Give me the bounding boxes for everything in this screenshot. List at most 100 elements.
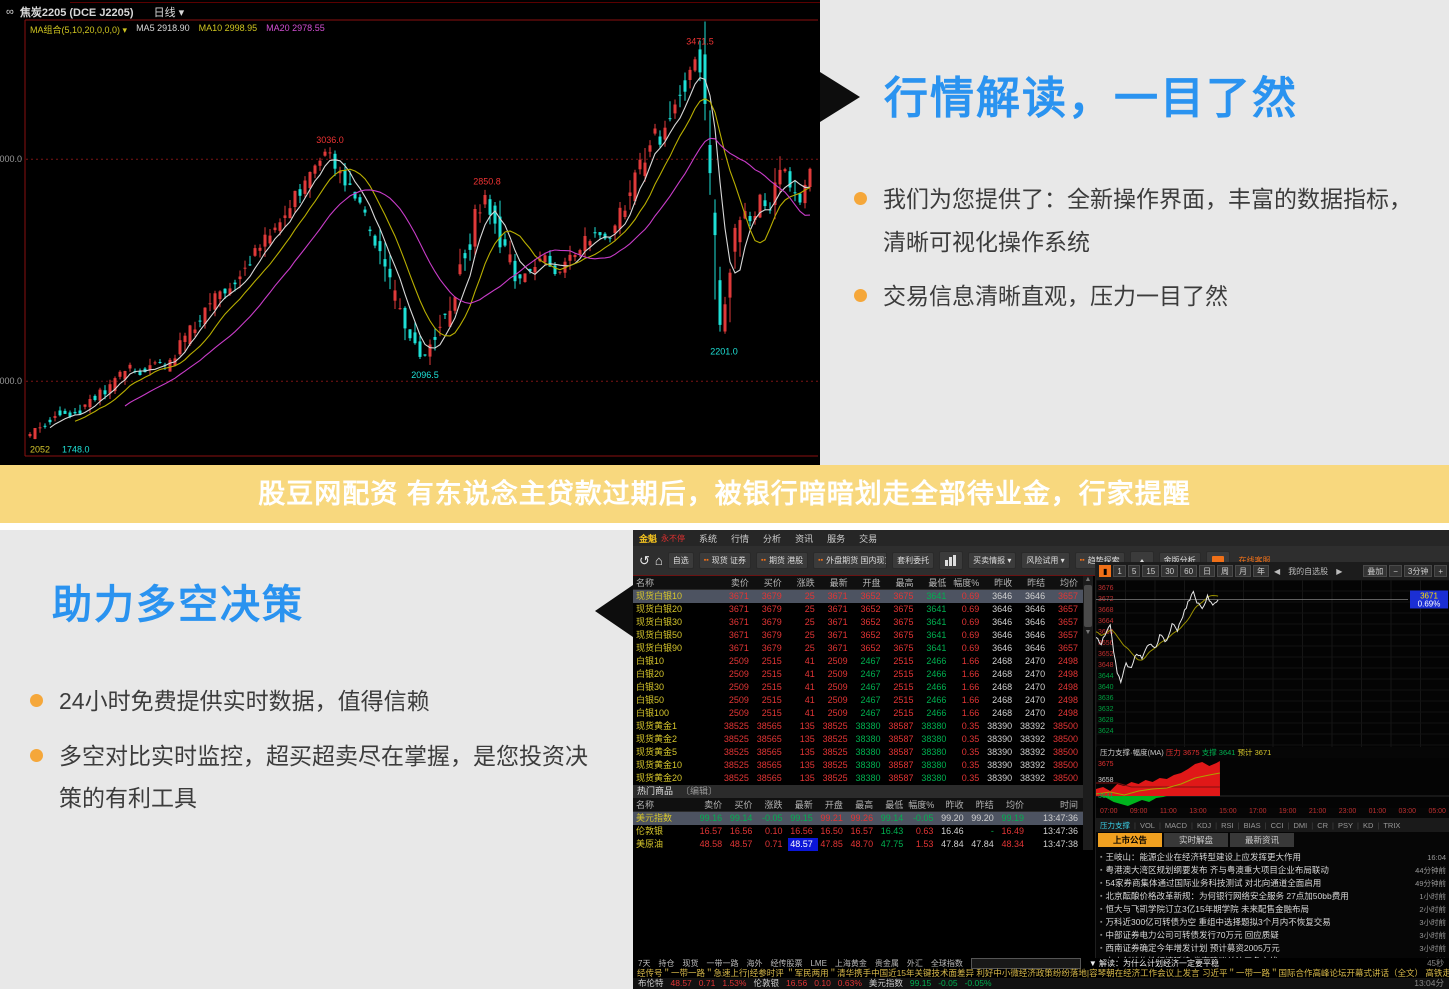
toolbar-button[interactable]: 自选 [667,552,694,569]
menu-item-资讯[interactable]: 资讯 [795,533,814,544]
zoom-in-button[interactable]: + [1434,565,1447,577]
news-item[interactable]: ▪ 北京酝酿价格改革新规：为何银行网络安全服务 27点加50bb费用 1小时前 [1096,890,1449,903]
indicator-tab-PSY[interactable]: PSY [1337,820,1353,830]
news-item[interactable]: ▪ 54家券商集体通过国际业务科技测试 对北向通道全面启用 49分钟前 [1096,877,1449,890]
column-header[interactable]: 均价 [1005,800,1024,810]
market-tab-现货[interactable]: 现货 [682,958,699,968]
menu-item-分析[interactable]: 分析 [763,533,782,544]
market-tab-外汇[interactable]: 外汇 [906,958,923,968]
column-header[interactable]: 涨跌 [796,578,815,588]
indicator-tab-KDJ[interactable]: KDJ [1196,820,1212,830]
column-header[interactable]: 买价 [734,800,753,810]
quote-row[interactable]: 现货白银50 3671 3679 25 3671 3652 3675 3641 0.69 3646… [633,629,1083,642]
market-tab-上海黄金[interactable]: 上海黄金 [834,958,867,968]
indicator-tab-压力支撑[interactable]: 压力支撑 [1100,820,1130,830]
zoom-out-button[interactable]: − [1389,565,1402,577]
period-button-周[interactable]: 周 [1217,565,1234,577]
column-header[interactable]: 幅度% [953,578,980,588]
quote-row[interactable]: 现货白银20 3671 3679 25 3671 3652 3675 3641 0.69 3646… [633,603,1083,616]
chart-icon[interactable] [939,551,964,570]
scroll-down-icon[interactable]: ▼ [1084,629,1092,636]
period-button-30[interactable]: 30 [1161,565,1179,577]
period-button-5[interactable]: 5 [1127,565,1141,577]
period-button-60[interactable]: 60 [1180,565,1198,577]
market-tab-一带一路[interactable]: 一带一路 [706,958,739,968]
column-header[interactable]: 卖价 [730,578,749,588]
menu-item-系统[interactable]: 系统 [699,533,718,544]
quote-row[interactable]: 白银30 2509 2515 41 2509 2467 2515 2466 1.66 2468 24… [633,681,1083,694]
home-icon[interactable]: ⌂ [654,553,663,568]
period-button-15[interactable]: 15 [1142,565,1160,577]
column-header[interactable]: 最低 [928,578,947,588]
quote-row[interactable]: 现货黄金1 38525 38565 135 38525 38380 38587 38380 0.… [633,720,1083,733]
column-header[interactable]: 幅度% [908,800,935,810]
news-item[interactable]: ▪中小创结构性行情延续 券商建议关注三条主线3小时前 [1096,955,1449,958]
indicator-tab-DMI[interactable]: DMI [1293,820,1308,830]
news-tab-上市公告[interactable]: 上市公告 [1098,833,1162,847]
column-header[interactable]: 昨结 [1027,578,1046,588]
market-tab-7天[interactable]: 7天 [638,958,651,968]
toolbar-button[interactable]: 在线客服 [1235,553,1275,568]
indicator-tab-RSI[interactable]: RSI [1221,820,1234,830]
period-button-年[interactable]: 年 [1253,565,1270,577]
market-tab-全球指数[interactable]: 全球指数 [930,958,963,968]
column-header[interactable]: 最高 [895,578,914,588]
news-tab-最新资讯[interactable]: 最新资讯 [1230,833,1294,847]
quote-row[interactable]: 现货黄金10 38525 38565 135 38525 38380 38587 38380 0… [633,759,1083,772]
news-item[interactable]: ▪ 王岐山：能源企业在经济转型建设上应发挥更大作用 16:04 [1096,851,1449,864]
column-header[interactable]: 最新 [829,578,848,588]
column-header[interactable]: 最高 [855,800,874,810]
column-header[interactable]: 卖价 [704,800,723,810]
column-header[interactable]: 昨收 [945,800,964,810]
quote-row[interactable]: 白银10 2509 2515 41 2509 2467 2515 2466 1.66 2468 24… [633,655,1083,668]
indicator-tab-MACD[interactable]: MACD [1164,820,1188,830]
back-icon[interactable]: ↺ [639,553,650,568]
menu-item-服务[interactable]: 服务 [827,533,846,544]
column-header[interactable]: 昨收 [994,578,1013,588]
hot-quote-row[interactable]: 伦敦银 16.57 16.56 0.10 16.56 16.50 16.57 16.43 0.6… [633,825,1083,838]
prev-icon[interactable]: ◀ [1274,566,1281,576]
column-header[interactable]: 名称 [636,800,655,810]
watchlist-selector[interactable]: 我的自选股 [1288,566,1329,576]
column-header[interactable]: 开盘 [862,578,881,588]
hot-quote-row[interactable]: 美元指数 99.16 99.14 -0.05 99.15 99.21 99.26 99.14-… [633,812,1083,825]
column-header[interactable]: 时间 [1059,800,1078,810]
scrollbar-thumb[interactable] [1084,585,1092,627]
table-scrollbar[interactable]: ▲ ▼ [1083,576,1093,850]
quote-row[interactable]: 白银50 2509 2515 41 2509 2467 2515 2466 1.66 2468 24… [633,694,1083,707]
news-item[interactable]: ▪ 恒大与飞凯学院订立3亿15年期学院 未来配售金融布局 2小时前 [1096,903,1449,916]
period-button-月[interactable]: 月 [1235,565,1252,577]
news-item[interactable]: ▪ 粤港澳大湾区规划纲要发布 齐与粤澳重大项目企业布局联动 44分钟前 [1096,864,1449,877]
column-header[interactable]: 涨跌 [764,800,783,810]
menu-item-行情[interactable]: 行情 [731,533,750,544]
ma-group-label[interactable]: MA组合(5,10,20,0,0,0) ▾ [30,25,128,35]
indicator-tab-BIAS[interactable]: BIAS [1243,820,1261,830]
market-tab-海外[interactable]: 海外 [746,958,763,968]
interval-selector[interactable]: 3分钟 [1403,565,1433,577]
column-header[interactable]: 买价 [763,578,782,588]
column-header[interactable]: 均价 [1059,578,1078,588]
menu-item-交易[interactable]: 交易 [859,533,878,544]
indicator-tab-CCI[interactable]: CCI [1270,820,1284,830]
market-tab-经传股票[interactable]: 经传股票 [770,958,803,968]
market-tab-LME[interactable]: LME [810,958,827,968]
indicator-tab-VOL[interactable]: VOL [1139,820,1155,830]
toolbar-button[interactable]: ▪▪ 现货 证券 [698,552,751,569]
news-tab-实时解盘[interactable]: 实时解盘 [1164,833,1228,847]
indicator-tab-KD[interactable]: KD [1362,820,1374,830]
toolbar-button[interactable]: 风险试用 ▾ [1021,552,1070,569]
footer-note[interactable]: ▼ 解读：为什么计划经济一定要平稳 [1088,958,1220,968]
period-tick-button[interactable]: ▮ [1099,565,1112,577]
quote-row[interactable]: 白银20 2509 2515 41 2509 2467 2515 2466 1.66 2468 24… [633,668,1083,681]
quote-row[interactable]: 现货黄金5 38525 38565 135 38525 38380 38587 38380 0.… [633,746,1083,759]
column-header[interactable]: 名称 [636,578,655,588]
market-tab-贵金属[interactable]: 贵金属 [874,958,899,968]
quote-row[interactable]: 白银100 2509 2515 41 2509 2467 2515 2466 1.66 2468 2… [633,707,1083,720]
quote-row[interactable]: 现货白银10 3671 3679 25 3671 3652 3675 3641 0.69 3646… [633,590,1083,603]
period-button-日[interactable]: 日 [1199,565,1216,577]
indicator-tab-CR[interactable]: CR [1317,820,1329,830]
toolbar-button[interactable]: ▪▪ 期货 港股 [755,552,809,569]
indicator-tab-TRIX[interactable]: TRIX [1383,820,1401,830]
column-header[interactable]: 最低 [885,800,904,810]
edit-button[interactable]: 〔编辑〕 [681,786,718,796]
